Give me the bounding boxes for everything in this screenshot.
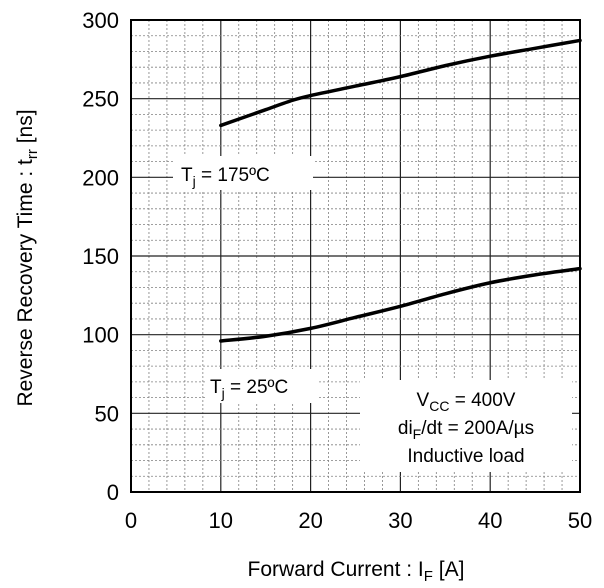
series-line-175c <box>219 38 582 128</box>
y-tick-label: 150 <box>82 244 119 269</box>
x-tick-label: 20 <box>298 508 322 533</box>
y-tick-label: 200 <box>82 165 119 190</box>
conditions-box <box>360 380 572 472</box>
series-label-175c: Tj = 175ºC <box>181 165 270 189</box>
x-tick-label: 0 <box>125 508 137 533</box>
y-tick-label: 300 <box>82 8 119 33</box>
y-axis-label: Reverse Recovery Time : trr [ns] <box>14 109 41 406</box>
series-label-bg-25 <box>205 369 317 403</box>
condition-didt: diF/dt = 200A/µs <box>398 418 534 442</box>
condition-load: Inductive load <box>407 446 524 467</box>
y-tick-label: 0 <box>107 480 119 505</box>
condition-vcc: VCC = 400V <box>417 390 516 414</box>
x-tick-label: 50 <box>568 508 592 533</box>
series-label-25c: Tj = 25ºC <box>210 377 288 401</box>
tick-labels: 0 10 20 30 40 50 0 50 100 150 200 250 300 <box>82 8 592 533</box>
x-tick-label: 40 <box>478 508 502 533</box>
series-line-25c <box>219 266 582 343</box>
y-tick-label: 250 <box>82 87 119 112</box>
x-axis-label: Forward Current : IF [A] <box>248 558 465 585</box>
y-tick-label: 50 <box>95 401 119 426</box>
x-tick-label: 10 <box>209 508 233 533</box>
y-tick-label: 100 <box>82 323 119 348</box>
curves <box>219 38 582 343</box>
x-tick-label: 30 <box>388 508 412 533</box>
plot-frame <box>130 19 581 493</box>
series-label-bg-175 <box>173 156 313 190</box>
